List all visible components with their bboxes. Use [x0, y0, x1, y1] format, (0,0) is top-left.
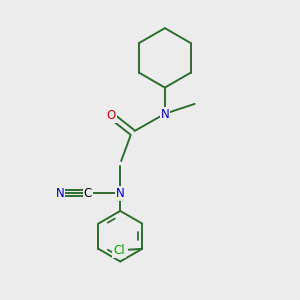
Text: N: N: [56, 187, 64, 200]
Text: N: N: [116, 187, 125, 200]
Text: C: C: [83, 187, 92, 200]
Text: Cl: Cl: [113, 244, 125, 257]
Text: N: N: [160, 108, 169, 121]
Text: O: O: [107, 109, 116, 122]
